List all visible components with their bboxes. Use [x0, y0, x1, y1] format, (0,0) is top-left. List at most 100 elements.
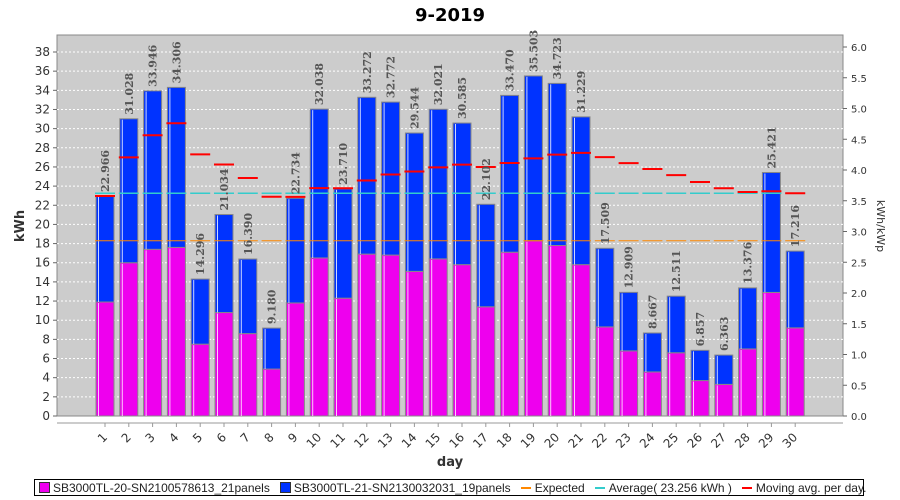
legend-swatch: [594, 486, 605, 489]
y2-tick-label: 3.0: [851, 228, 867, 239]
y-tick-label: 0: [42, 409, 50, 423]
x-tick-label: 4: [166, 430, 181, 445]
bar-inverter-21: [666, 295, 686, 354]
legend-swatch: [39, 482, 50, 493]
data-label: 8.667: [646, 295, 659, 329]
bar-inverter-21: [738, 287, 758, 350]
bar-inverter-21: [214, 214, 234, 314]
data-label: 33.272: [361, 51, 374, 93]
y-tick-label: 10: [35, 313, 50, 327]
bar-inverter-21: [785, 250, 805, 329]
data-label: 32.021: [432, 63, 445, 105]
legend-label: SB3000TL-21-SN2130032031_19panels: [293, 480, 511, 495]
legend-label: Expected: [534, 480, 585, 495]
x-tick-label: 1: [95, 430, 110, 445]
data-label: 21.034: [218, 168, 231, 210]
x-tick-label: 29: [756, 430, 777, 451]
y-tick-label: 32: [35, 102, 50, 116]
y-tick-label: 12: [35, 294, 50, 308]
bar-inverter-21: [476, 203, 496, 308]
y-tick-label: 20: [35, 217, 50, 231]
x-tick-label: 21: [565, 430, 586, 451]
bar-inverter-21: [285, 197, 305, 304]
x-tick-label: 14: [399, 430, 420, 451]
data-label: 17.216: [789, 205, 802, 247]
bar-inverter-21: [761, 171, 781, 293]
x-tick-label: 6: [214, 430, 229, 445]
y2-axis-label: kWh/kWp: [874, 200, 887, 252]
legend-label: Average( 23.256 kWh ): [608, 480, 732, 495]
bar-inverter-21: [714, 354, 734, 385]
x-tick-label: 9: [285, 430, 300, 445]
x-tick-label: 11: [327, 430, 348, 451]
y-tick-label: 8: [42, 332, 50, 346]
y-tick-label: 34: [35, 83, 50, 97]
plot-area: [56, 34, 844, 417]
x-tick-label: 24: [637, 430, 658, 451]
y-tick-label: 6: [42, 352, 50, 366]
x-tick-label: 15: [423, 430, 444, 451]
data-label: 32.772: [385, 56, 398, 98]
bar-inverter-21: [190, 278, 210, 345]
x-tick-label: 26: [684, 430, 705, 451]
x-tick-label: 7: [238, 430, 253, 445]
legend-label: SB3000TL-20-SN2100578613_21panels: [53, 480, 270, 495]
legend-item-expected: Expected: [520, 480, 585, 495]
data-label: 6.857: [694, 312, 707, 346]
x-tick-label: 12: [351, 430, 372, 451]
bar-inverter-21: [381, 101, 401, 256]
legend-item-average: Average( 23.256 kWh ): [594, 480, 732, 495]
x-tick-label: 30: [780, 430, 801, 451]
legend-label: Moving avg. per day.: [755, 480, 867, 495]
y2-tick-label: 0.5: [851, 381, 867, 392]
bar-inverter-21: [357, 96, 377, 255]
bar-inverter-21: [642, 332, 662, 373]
y-tick-label: 28: [35, 141, 50, 155]
x-tick-label: 3: [142, 430, 157, 445]
bar-inverter-21: [143, 90, 163, 250]
data-label: 23.710: [337, 142, 350, 184]
data-label: 14.296: [194, 233, 207, 275]
data-label: 31.229: [575, 71, 588, 113]
y2-tick-label: 2.5: [851, 258, 867, 269]
x-tick-label: 25: [661, 430, 682, 451]
data-label: 30.585: [456, 77, 469, 119]
x-tick-label: 5: [190, 430, 205, 445]
bar-inverter-21: [619, 291, 639, 352]
y2-tick-label: 4.5: [851, 135, 867, 146]
y-tick-label: 2: [42, 390, 50, 404]
y-tick-label: 26: [35, 160, 50, 174]
data-label: 32.038: [313, 63, 326, 105]
data-label: 33.470: [504, 49, 517, 91]
y2-tick-label: 1.5: [851, 320, 867, 331]
bar-inverter-21: [309, 108, 329, 259]
x-tick-label: 18: [494, 430, 515, 451]
y-tick-label: 4: [42, 371, 50, 385]
data-label: 31.028: [123, 72, 136, 114]
data-label: 9.180: [266, 289, 279, 324]
legend-swatch: [279, 482, 291, 493]
chart-title: 9-2019: [415, 5, 485, 26]
bar-inverter-21: [547, 82, 567, 246]
data-label: 22.102: [480, 158, 493, 200]
y-tick-label: 22: [35, 198, 50, 212]
legend-swatch: [741, 486, 752, 489]
y2-tick-label: 5.0: [851, 105, 867, 116]
data-label: 34.306: [170, 41, 183, 83]
y-tick-label: 38: [35, 45, 50, 59]
legend-item-inverter-21: SB3000TL-21-SN2130032031_19panels: [279, 480, 511, 495]
x-tick-label: 22: [589, 430, 610, 451]
bar-inverter-21: [500, 94, 520, 253]
legend-item-inverter-20: SB3000TL-20-SN2100578613_21panels: [39, 481, 270, 495]
x-tick-label: 17: [470, 430, 491, 451]
x-tick-label: 19: [518, 430, 539, 451]
y-tick-label: 30: [35, 122, 50, 136]
x-tick-label: 8: [261, 430, 276, 445]
y-tick-label: 36: [35, 64, 50, 78]
chart: 9-2019 kWh kWh/kWp day 02468101214161820…: [13, 5, 887, 470]
bar-inverter-21: [238, 258, 258, 335]
y2-tick-label: 3.5: [851, 197, 867, 208]
data-label: 35.503: [527, 30, 540, 72]
y2-tick-label: 1.0: [851, 351, 867, 362]
bar-inverter-21: [690, 349, 710, 382]
